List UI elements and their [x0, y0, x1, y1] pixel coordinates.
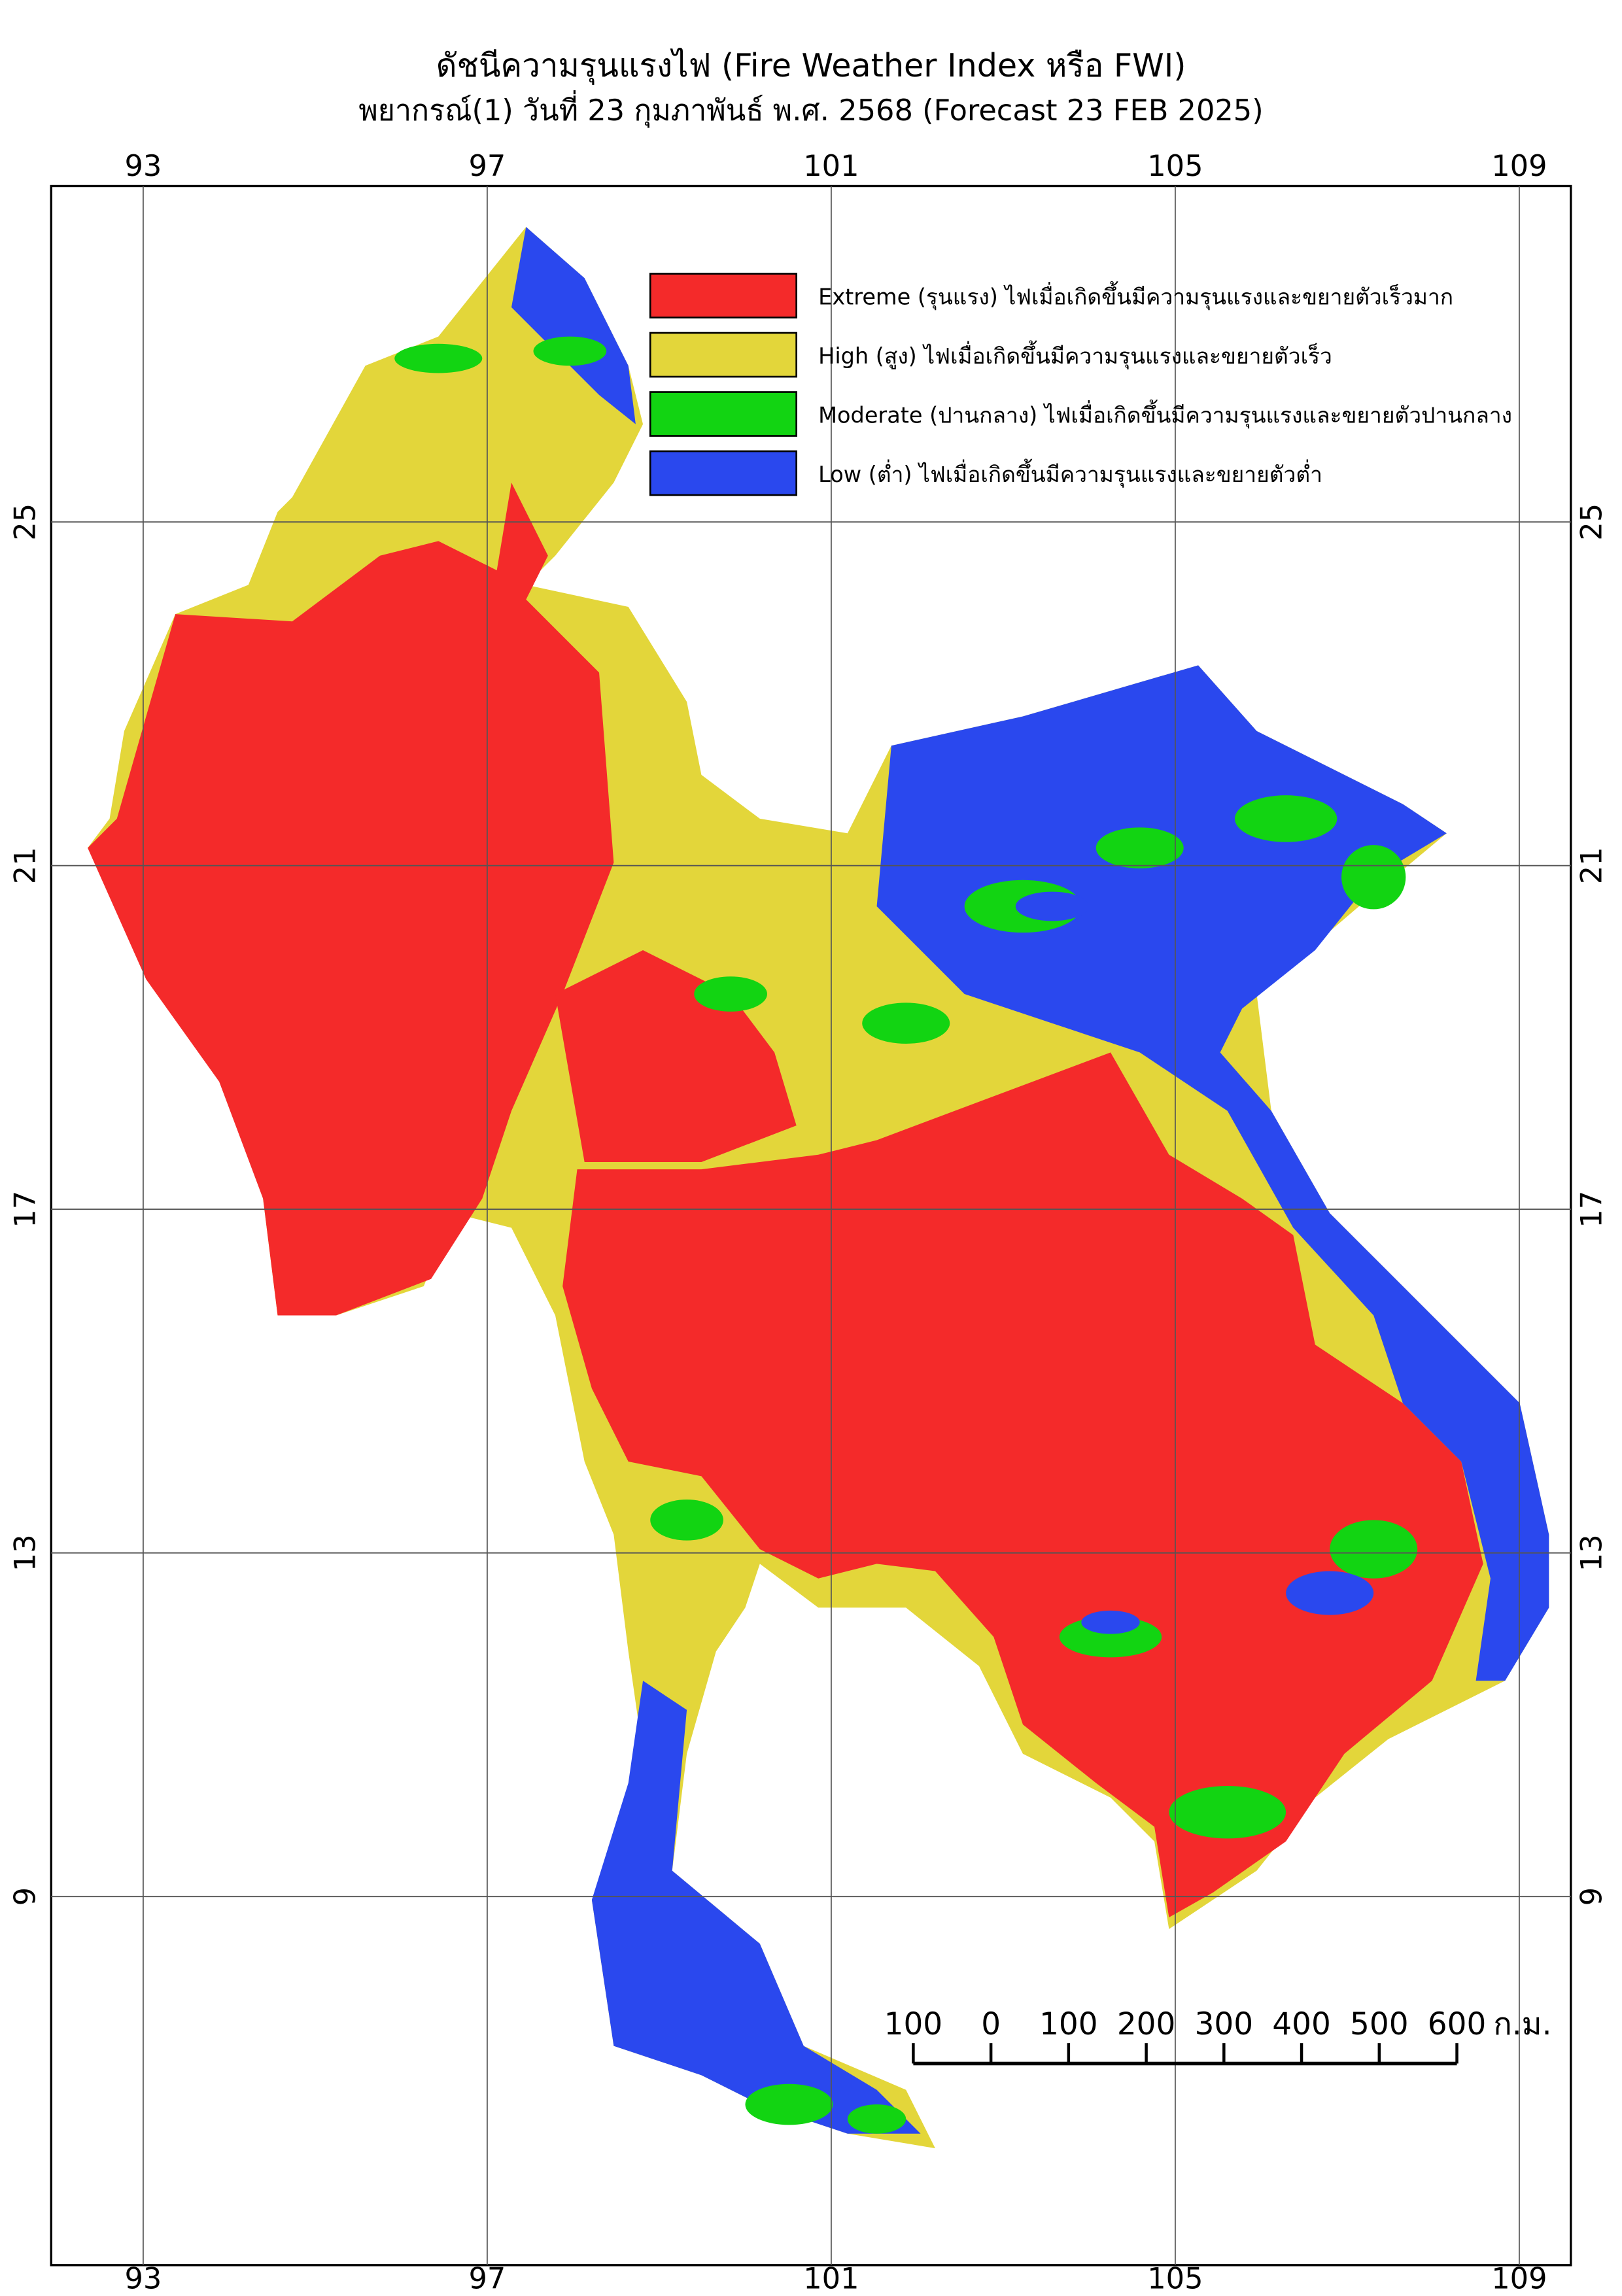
y-tick-label: 13 — [9, 1534, 43, 1571]
region-low — [511, 227, 636, 424]
legend-swatch — [649, 391, 797, 437]
scale-label: 100 — [1039, 2006, 1098, 2042]
x-tick-label: 97 — [468, 149, 506, 183]
y-tick-label: 21 — [1575, 847, 1609, 884]
region-moderate — [394, 343, 483, 373]
scale-label: 400 — [1272, 2006, 1331, 2042]
map-frame — [50, 184, 1572, 2267]
scale-label: 100 — [884, 2006, 943, 2042]
region-low — [1081, 1610, 1140, 1634]
y-tick-label: 25 — [9, 504, 43, 541]
x-tick-label: 109 — [1491, 149, 1547, 183]
x-tick-label: 93 — [124, 149, 162, 183]
region-moderate — [745, 2083, 833, 2125]
scale-label: 0 — [981, 2006, 1001, 2042]
scale-label: 300 — [1195, 2006, 1254, 2042]
y-tick-label: 9 — [9, 1887, 43, 1906]
region-extreme — [562, 1052, 1483, 1918]
region-moderate — [1169, 1785, 1286, 1839]
legend-label: Moderate (ปานกลาง) ไฟเมื่อเกิดขึ้นมีความ… — [818, 399, 1512, 428]
x-tick-label: 97 — [468, 2262, 506, 2293]
region-low — [1286, 1571, 1374, 1615]
region-moderate — [650, 1499, 723, 1541]
y-tick-label: 13 — [1575, 1534, 1609, 1571]
map-title: ดัชนีความรุนแรงไฟ (Fire Weather Index หร… — [436, 46, 1186, 85]
y-tick-label: 21 — [9, 847, 43, 884]
legend-label: Extreme (รุนแรง) ไฟเมื่อเกิดขึ้นมีความรุ… — [818, 281, 1453, 310]
scale-label: 600 — [1428, 2006, 1487, 2042]
legend-label: High (สูง) ไฟเมื่อเกิดขึ้นมีความรุนแรงแล… — [818, 340, 1332, 369]
legend-swatch — [649, 332, 797, 378]
region-moderate — [1096, 827, 1184, 868]
y-tick-label: 9 — [1575, 1887, 1609, 1906]
legend-label: Low (ต่ำ) ไฟเมื่อเกิดขึ้นมีความรุนแรงและ… — [818, 458, 1322, 488]
y-tick-label: 17 — [9, 1191, 43, 1228]
x-tick-label: 105 — [1147, 2262, 1203, 2293]
region-low — [591, 1681, 921, 2134]
scale-unit: ก.ม. — [1493, 2006, 1551, 2042]
legend-swatch — [649, 450, 797, 496]
region-moderate — [694, 976, 767, 1012]
region-moderate — [1341, 845, 1406, 910]
x-tick-label: 109 — [1491, 2262, 1547, 2293]
map-subtitle: พยากรณ์(1) วันที่ 23 กุมภาพันธ์ พ.ศ. 256… — [358, 90, 1263, 128]
region-moderate — [847, 2104, 906, 2134]
scale-label: 500 — [1350, 2006, 1409, 2042]
region-low — [1015, 891, 1089, 921]
legend-swatch — [649, 273, 797, 318]
x-tick-label: 101 — [803, 149, 859, 183]
x-tick-label: 105 — [1147, 149, 1203, 183]
scale-label: 200 — [1117, 2006, 1176, 2042]
region-moderate — [1330, 1520, 1418, 1579]
y-tick-label: 17 — [1575, 1191, 1609, 1228]
x-tick-label: 93 — [124, 2262, 162, 2293]
region-extreme — [88, 483, 614, 1316]
region-moderate — [533, 336, 607, 366]
y-tick-label: 25 — [1575, 504, 1609, 541]
x-tick-label: 101 — [803, 2262, 859, 2293]
region-moderate — [862, 1002, 950, 1044]
region-moderate — [1234, 795, 1337, 842]
fwi-regions — [88, 227, 1549, 2149]
